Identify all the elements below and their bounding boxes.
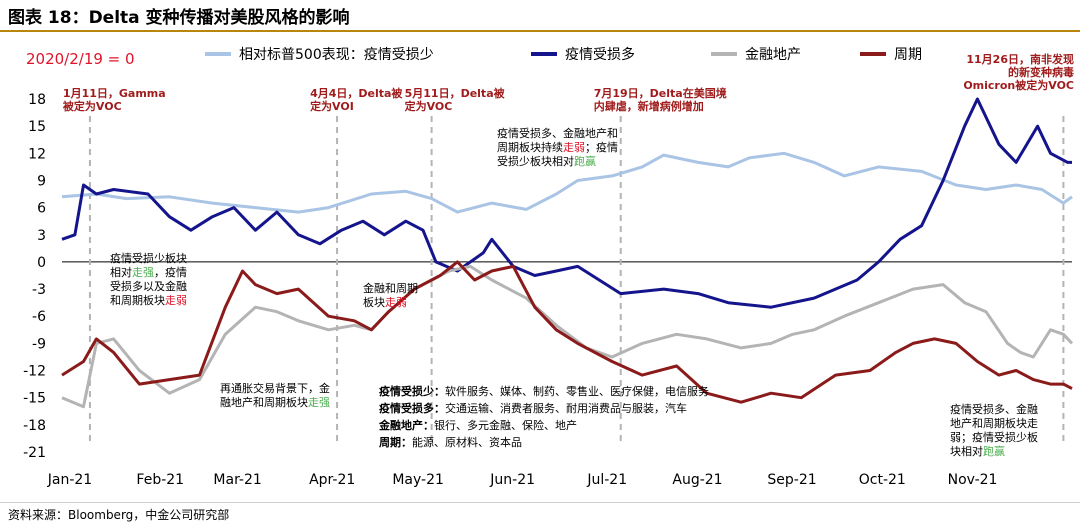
annotation-text: 受损多以及金融 bbox=[110, 279, 187, 293]
y-tick-label: 9 bbox=[37, 173, 46, 189]
x-tick-label: May-21 bbox=[392, 472, 444, 488]
annotation-text: 和周期板块走弱 bbox=[110, 293, 187, 307]
y-tick-label: -21 bbox=[23, 445, 46, 461]
x-tick-label: Jun-21 bbox=[489, 472, 535, 488]
event-label: 1月11日，Gamma bbox=[63, 87, 166, 100]
y-tick-label: 18 bbox=[28, 92, 46, 108]
category-definition: 周期：能源、原材料、资本品 bbox=[379, 435, 522, 449]
legend-label-less-hurt: 相对标普500表现：疫情受损少 bbox=[239, 47, 434, 63]
event-label: 内肆虐，新增病例增加 bbox=[594, 99, 704, 113]
legend-item-cyclicals: 周期 bbox=[860, 44, 922, 64]
source-divider bbox=[0, 502, 1080, 503]
annotation-text: 受损少板块相对跑赢 bbox=[497, 154, 596, 168]
event-label: 4月4日，Delta被 bbox=[310, 86, 403, 100]
y-tick-label: 15 bbox=[28, 119, 46, 135]
event-label: 5月11日，Delta被 bbox=[405, 86, 506, 100]
category-definition: 疫情受损少：软件服务、媒体、制药、零售业、医疗保健，电信服务 bbox=[379, 384, 709, 398]
annotation-text: 板块走弱 bbox=[363, 295, 407, 309]
x-tick-label: Apr-21 bbox=[309, 472, 355, 488]
series-line-3 bbox=[61, 260, 1073, 404]
x-tick-label: Sep-21 bbox=[767, 472, 816, 488]
source-note: 资料来源：Bloomberg，中金公司研究部 bbox=[8, 508, 230, 522]
legend-swatch-financials bbox=[711, 52, 737, 56]
y-tick-label: -15 bbox=[23, 391, 46, 407]
annotation-text: 疫情受损少板块 bbox=[110, 251, 187, 265]
annotation-text: 相对走强，疫情 bbox=[110, 265, 187, 279]
event-label: 定为VOC bbox=[405, 99, 453, 113]
y-tick-label: -9 bbox=[32, 336, 46, 352]
event-label: 的新变种病毒 bbox=[1008, 65, 1074, 79]
annotation-text: 融地产和周期板块走强 bbox=[220, 395, 330, 409]
annotation-text: 地产和周期板块走 bbox=[950, 416, 1038, 430]
event-label: Omicron被定为VOC bbox=[963, 78, 1074, 92]
x-tick-label: Feb-21 bbox=[136, 472, 184, 488]
x-tick-label: Oct-21 bbox=[859, 472, 906, 488]
annotation-text: 块相对跑赢 bbox=[950, 444, 1005, 458]
legend-label-more-hurt: 疫情受损多 bbox=[565, 47, 635, 63]
annotation-text: 疫情受损多、金融 bbox=[950, 402, 1038, 416]
legend-swatch-cyclicals bbox=[860, 52, 886, 56]
x-tick-label: Aug-21 bbox=[672, 472, 722, 488]
y-tick-label: 0 bbox=[37, 255, 46, 271]
chart-title: 图表 18：Delta 变种传播对美股风格的影响 bbox=[8, 8, 350, 28]
annotation-text: 弱；疫情受损少板 bbox=[950, 430, 1038, 444]
y-tick-label: -12 bbox=[23, 364, 46, 380]
category-definition: 金融地产：银行、多元金融、保险、地产 bbox=[378, 418, 577, 432]
x-tick-label: Jul-21 bbox=[586, 472, 627, 488]
event-label: 定为VOI bbox=[310, 99, 354, 113]
event-label: 11月26日，南非发现 bbox=[966, 52, 1074, 66]
y-tick-label: 12 bbox=[28, 146, 46, 162]
base-date-note: 2020/2/19 = 0 bbox=[26, 50, 135, 68]
legend-item-financials: 金融地产 bbox=[711, 44, 801, 64]
x-tick-label: Jan-21 bbox=[47, 472, 92, 488]
annotation-text: 金融和周期 bbox=[363, 281, 418, 295]
event-label: 被定为VOC bbox=[63, 99, 122, 113]
y-tick-label: 6 bbox=[37, 201, 46, 217]
x-tick-label: Mar-21 bbox=[213, 472, 261, 488]
y-tick-label: -6 bbox=[32, 309, 46, 325]
legend-label-financials: 金融地产 bbox=[745, 47, 801, 63]
series-line-2 bbox=[61, 264, 1074, 409]
event-label: 7月19日，Delta在美国境 bbox=[594, 86, 727, 100]
y-tick-label: -3 bbox=[32, 282, 46, 298]
y-tick-label: 3 bbox=[37, 228, 46, 244]
legend-swatch-more-hurt bbox=[531, 52, 557, 56]
x-tick-label: Nov-21 bbox=[948, 472, 998, 488]
title-divider bbox=[0, 30, 1080, 32]
legend-swatch-less-hurt bbox=[205, 52, 231, 56]
legend-item-less-hurt: 相对标普500表现：疫情受损少 bbox=[205, 44, 434, 64]
annotation-text: 再通胀交易背景下，金 bbox=[220, 381, 330, 395]
y-tick-label: -18 bbox=[23, 418, 46, 434]
category-definition: 疫情受损多：交通运输、消费者服务、耐用消费品与服装，汽车 bbox=[379, 401, 687, 415]
annotation-text: 周期板块持续走弱；疫情 bbox=[497, 140, 618, 154]
annotation-text: 疫情受损多、金融地产和 bbox=[497, 126, 618, 140]
legend-item-more-hurt: 疫情受损多 bbox=[531, 44, 635, 64]
legend-label-cyclicals: 周期 bbox=[894, 47, 922, 63]
